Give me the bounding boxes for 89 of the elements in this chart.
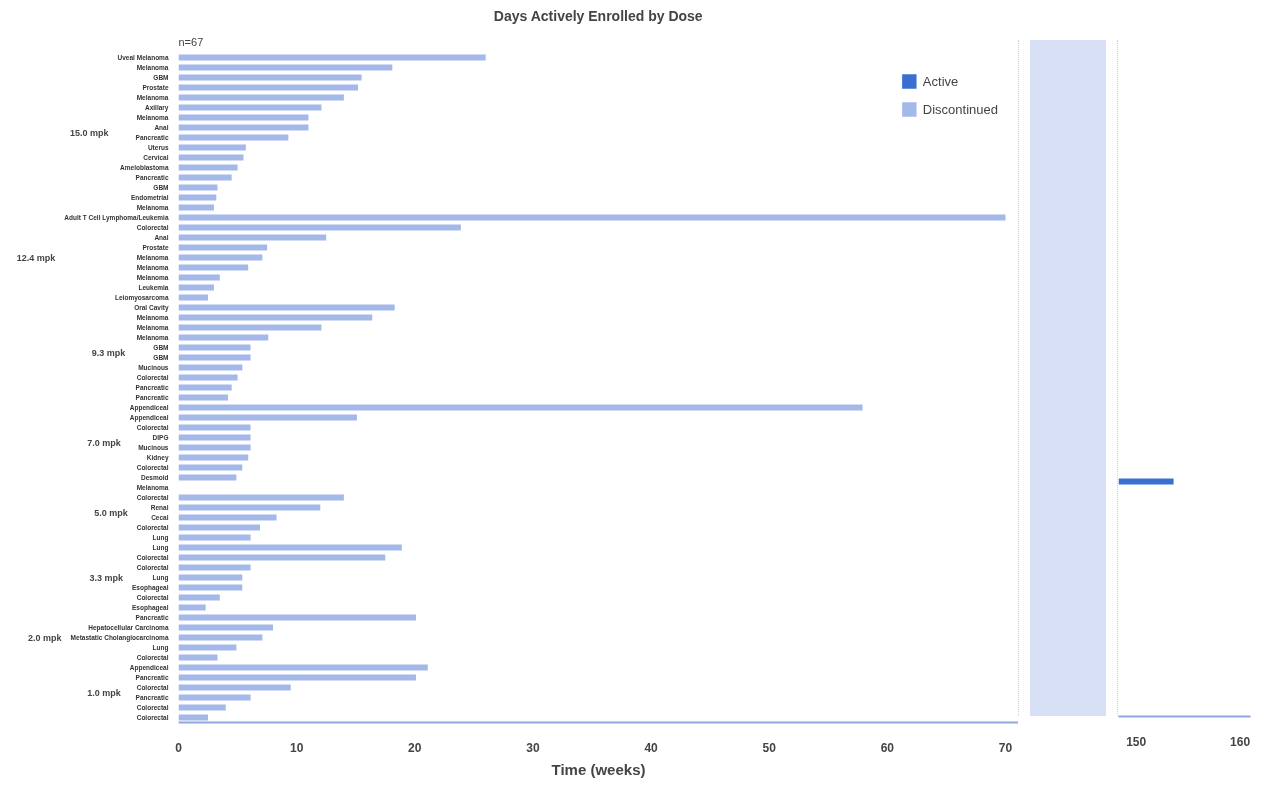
- bar: [178, 704, 226, 711]
- bar: [178, 554, 386, 561]
- x-tick-label: 50: [762, 740, 777, 755]
- bar: [178, 114, 309, 121]
- bar: [178, 564, 251, 571]
- x-tick-label: 40: [644, 740, 659, 755]
- bar: [178, 384, 232, 391]
- y-axis-title: 12.4 mpk: [16, 252, 57, 263]
- bar: [178, 584, 243, 591]
- bar: [178, 394, 229, 401]
- y-axis-title: 15.0 mpk: [70, 127, 110, 138]
- bar: [178, 474, 237, 481]
- bar: [178, 344, 251, 351]
- bar: [178, 164, 238, 171]
- bar: [178, 454, 249, 461]
- x-tick-label: 70: [998, 740, 1013, 755]
- bar: [178, 574, 243, 581]
- bar: [178, 534, 251, 541]
- bar: [178, 304, 395, 311]
- bar: [178, 544, 402, 551]
- bar: [178, 54, 486, 61]
- bar: [178, 184, 218, 191]
- bar: [178, 374, 238, 381]
- bar: [178, 514, 277, 521]
- bar: [178, 504, 321, 511]
- bar: [178, 154, 244, 161]
- bar: [178, 294, 209, 301]
- bar: [178, 684, 291, 691]
- text: n=67: [178, 35, 204, 48]
- x-tick-label: 20: [408, 740, 422, 755]
- bar: [178, 614, 416, 621]
- bar: [178, 144, 246, 151]
- y-axis-title: 9.3 mpk: [91, 347, 127, 358]
- x-tick-label: 160: [1230, 734, 1251, 749]
- bar: [178, 624, 274, 631]
- x-tick-label: 60: [880, 740, 895, 755]
- bar: [178, 104, 322, 111]
- bar: [178, 244, 268, 251]
- x-tick-label: 150: [1126, 734, 1147, 749]
- x-tick-label: 10: [289, 740, 304, 755]
- bar: [178, 364, 243, 371]
- legend-label: Active: [922, 73, 959, 89]
- bar: [178, 334, 269, 341]
- bar: [178, 594, 220, 601]
- bar: [178, 64, 393, 71]
- bar: [178, 694, 251, 701]
- bar: [178, 284, 214, 291]
- y-axis-title: 7.0 mpk: [87, 437, 122, 448]
- y-axis-title: 5.0 mpk: [94, 507, 129, 518]
- bar: [178, 634, 263, 641]
- bar: [178, 274, 220, 281]
- bar: [178, 134, 289, 141]
- bar: [178, 714, 209, 721]
- bar: [178, 84, 359, 91]
- bar: [178, 254, 263, 261]
- x-axis-title: Time (weeks): [551, 760, 646, 778]
- bar: [178, 494, 344, 501]
- bar: [178, 324, 322, 331]
- bar: [178, 424, 251, 431]
- bar: [178, 264, 249, 271]
- bar: [178, 234, 327, 241]
- bar: [178, 404, 863, 411]
- bar: [178, 94, 344, 101]
- bar: [178, 674, 416, 681]
- bar: [178, 204, 214, 211]
- y-axis-title: 3.3 mpk: [89, 572, 125, 583]
- x-tick-label: 0: [175, 740, 183, 755]
- bar: [178, 464, 243, 471]
- bar: [178, 314, 373, 321]
- bar: [178, 654, 218, 661]
- bar: [178, 444, 251, 451]
- bar: [178, 354, 251, 361]
- bar: [178, 194, 217, 201]
- legend-label: Discontinued: [922, 101, 998, 117]
- bar: [178, 434, 251, 441]
- bar: [178, 664, 428, 671]
- bar: [178, 414, 357, 421]
- bar: [178, 214, 1006, 221]
- x-tick-label: 30: [526, 740, 540, 755]
- bar: [178, 524, 261, 531]
- bar: [178, 604, 206, 611]
- y-axis-title: 1.0 mpk: [87, 687, 122, 698]
- bar: [178, 124, 309, 131]
- bar: [178, 74, 362, 81]
- y-axis-title: 2.0 mpk: [28, 632, 63, 643]
- bar: [178, 224, 461, 231]
- chart-title: Days Actively Enrolled by Dose: [493, 7, 703, 24]
- bar: [178, 174, 232, 181]
- bar: [178, 644, 237, 651]
